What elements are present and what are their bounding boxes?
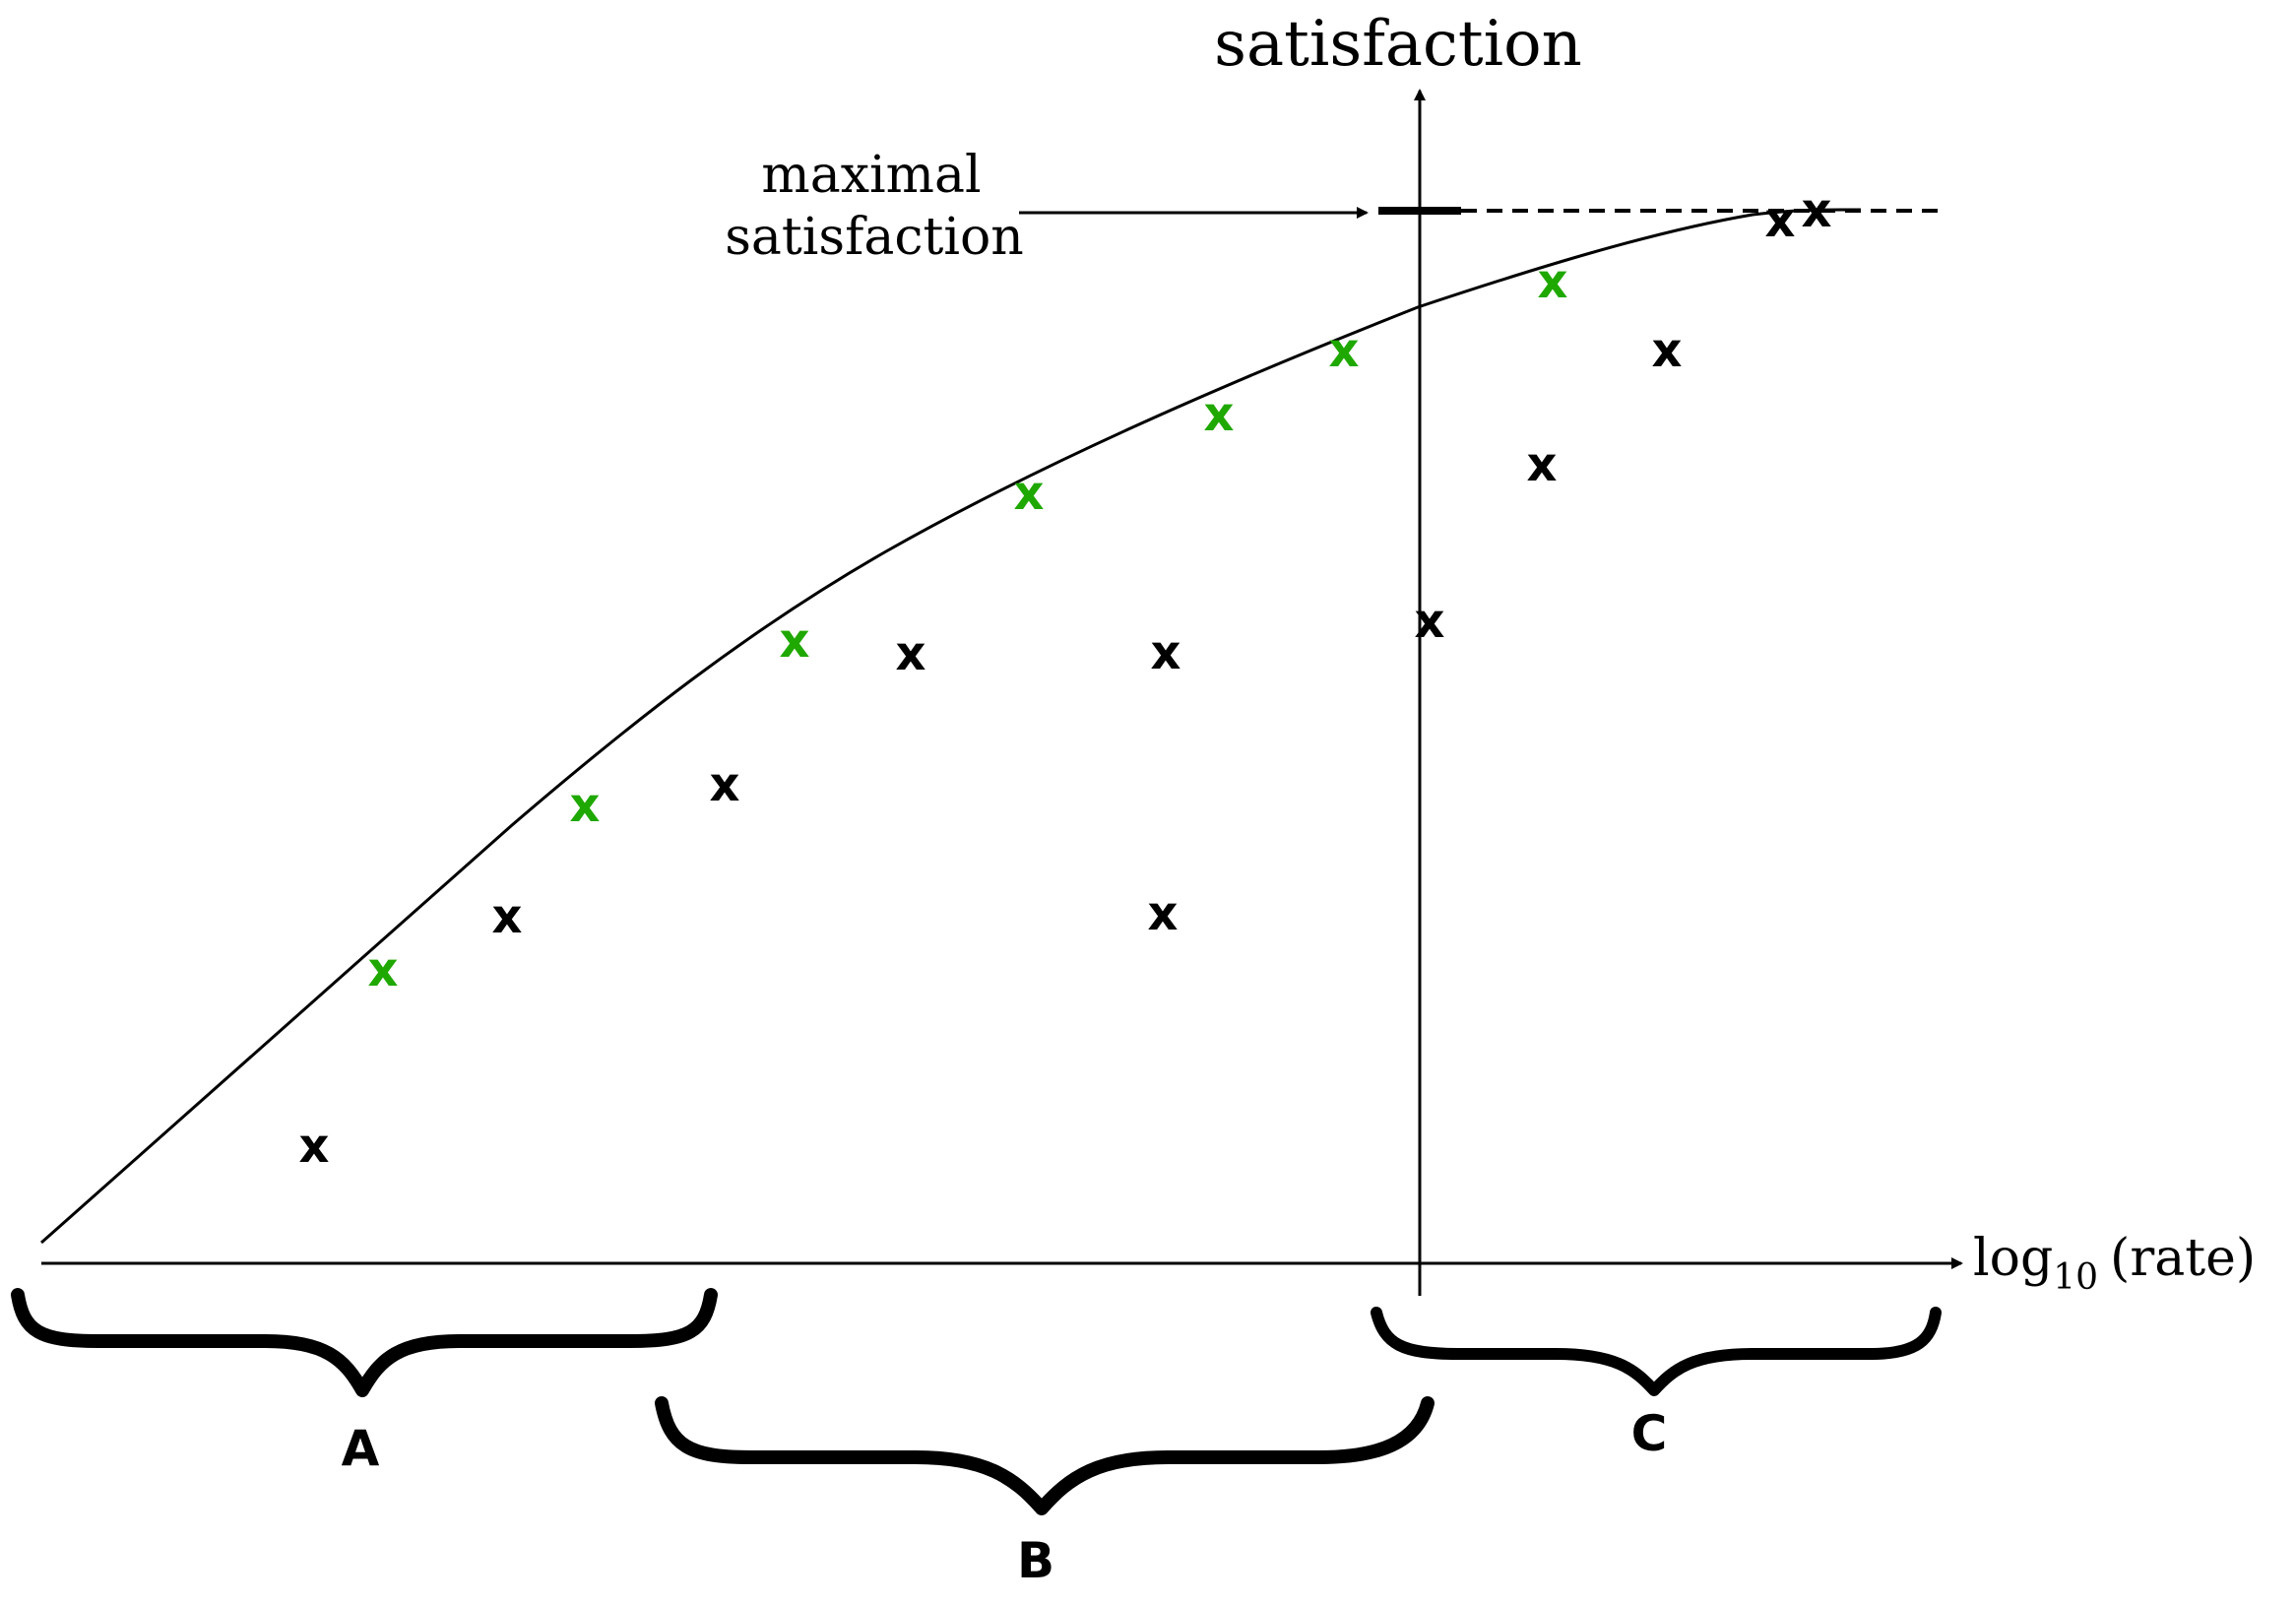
x-axis-label-rate: (rate) <box>2110 1229 2256 1288</box>
green-marker: x <box>1204 387 1235 442</box>
green-marker: x <box>368 942 399 997</box>
satisfaction-curve <box>40 208 1862 1245</box>
green-markers: x x x x x x x <box>368 254 1568 997</box>
x-axis-label-subscript: 10 <box>2053 1257 2098 1298</box>
black-marker: x <box>1802 183 1832 238</box>
brace-b <box>655 1396 1435 1515</box>
green-marker: x <box>1014 466 1045 521</box>
green-marker: x <box>570 778 601 833</box>
green-marker: x <box>1538 254 1568 309</box>
x-axis-label: log10 (rate) <box>1973 1229 2256 1298</box>
green-marker: x <box>1329 323 1360 378</box>
brace-a <box>11 1288 718 1397</box>
brace-c <box>1371 1307 1942 1396</box>
region-label-b: B <box>1017 1532 1054 1589</box>
black-marker: x <box>1765 193 1796 248</box>
black-marker: x <box>492 889 523 944</box>
black-marker: x <box>1148 886 1179 941</box>
black-marker: x <box>299 1119 330 1174</box>
black-marker: x <box>1415 594 1445 649</box>
black-marker: x <box>1527 437 1558 492</box>
y-axis-label: satisfaction <box>1214 8 1582 81</box>
black-marker: x <box>1151 625 1181 680</box>
black-markers: x x x x x x x x x x x <box>299 183 1832 1174</box>
annotation-satisfaction: satisfaction <box>725 208 1024 267</box>
black-marker: x <box>896 626 926 681</box>
region-label-c: C <box>1631 1405 1668 1462</box>
annotation-maximal: maximal <box>761 146 981 205</box>
green-marker: x <box>780 613 810 669</box>
black-marker: x <box>710 757 740 812</box>
black-marker: x <box>1652 323 1683 378</box>
x-axis-label-log: log <box>1973 1229 2053 1288</box>
region-label-a: A <box>342 1420 380 1477</box>
